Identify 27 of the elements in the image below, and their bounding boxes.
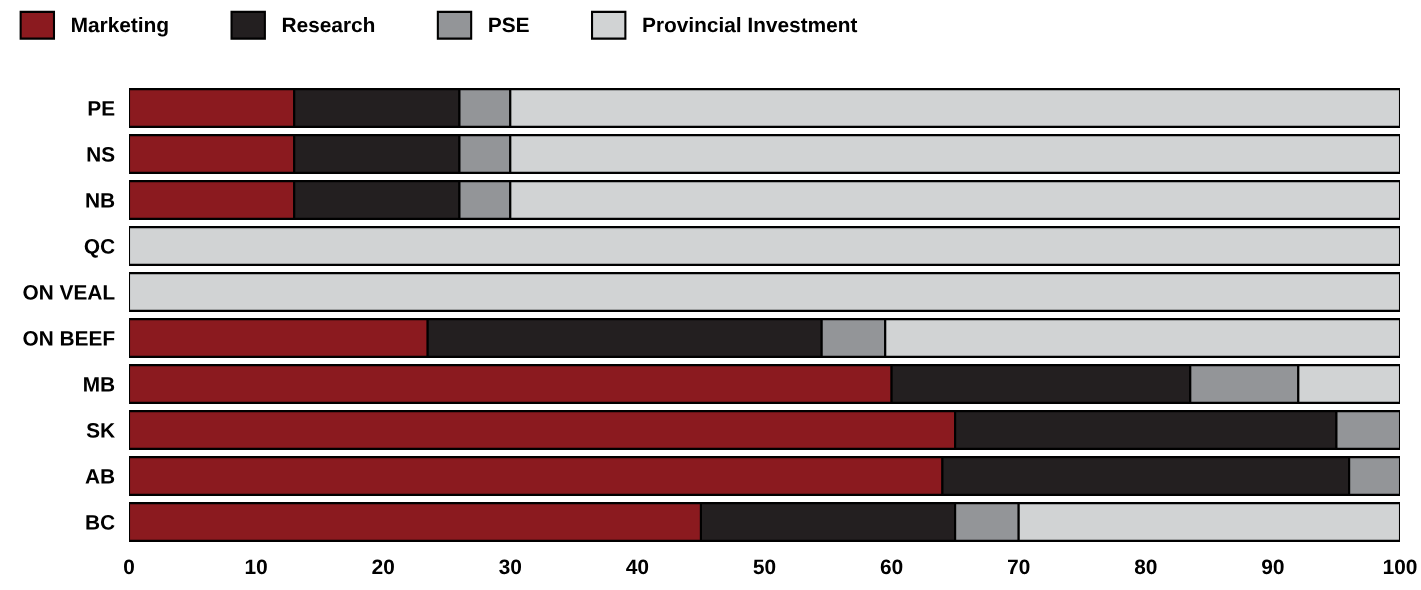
bar [129,226,1400,266]
x-tick-label: 10 [245,559,267,575]
x-tick-label: 70 [1008,559,1030,575]
y-tick-label: QC [84,239,115,258]
legend-label: Provincial Investment [643,16,858,33]
x-tick-label: 80 [1134,559,1157,575]
x-tick-label: 100 [1383,559,1417,575]
x-tick-label: 20 [372,559,394,575]
y-tick-label: PE [88,101,115,116]
y-tick-label: NB [86,193,115,208]
y-tick-label: ON VEAL [23,285,115,300]
legend-label: PSE [489,17,529,33]
x-tick-label: 60 [880,559,903,575]
x-tick-label: 50 [753,559,776,575]
y-tick-label: NS [87,147,115,162]
y-tick-label: AB [85,469,115,484]
legend-label: Research [282,16,375,33]
x-tick-label: 90 [1262,559,1284,575]
x-tick-label: 30 [499,559,522,575]
x-tick-label: 0 [124,559,134,575]
legend-label: Marketing [72,16,168,37]
bar [129,272,1400,312]
y-tick-label: BC [86,515,115,530]
x-tick-label: 40 [626,559,649,575]
y-tick-label: MB [84,377,115,392]
y-tick-label: ON BEEF [23,331,115,346]
y-tick-label: SK [86,423,115,438]
